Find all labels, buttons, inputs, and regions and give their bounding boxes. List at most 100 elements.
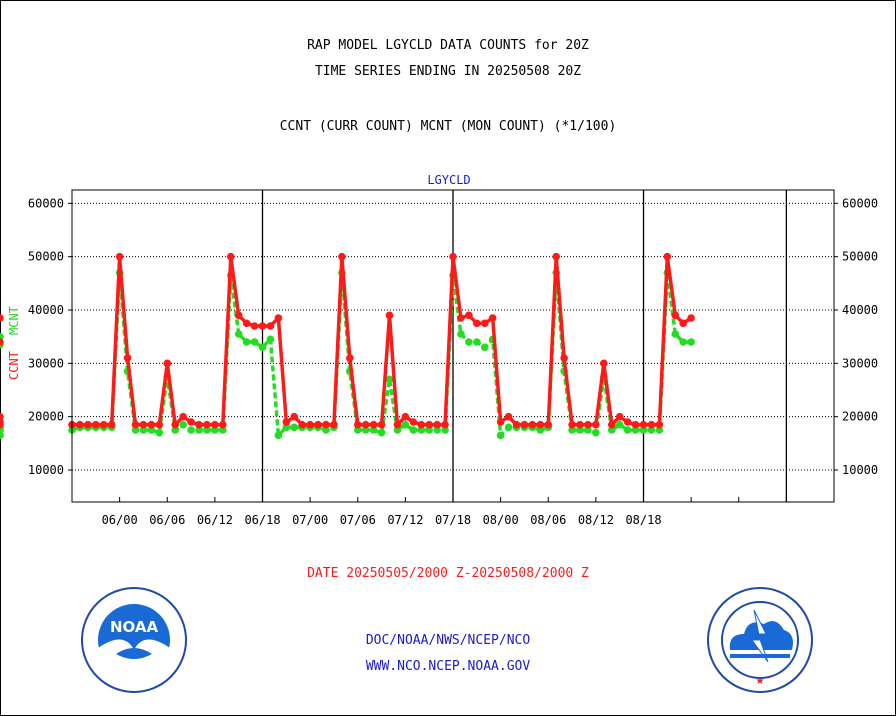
data-point-mcnt bbox=[203, 426, 211, 434]
data-point-ccnt bbox=[607, 420, 616, 429]
svg-text:★: ★ bbox=[756, 676, 765, 687]
x-tick-label: 07/12 bbox=[387, 513, 423, 527]
data-point-ccnt bbox=[139, 420, 148, 429]
data-point-ccnt bbox=[687, 314, 695, 322]
x-tick-label: 08/18 bbox=[625, 513, 661, 527]
y-tick-label-left: 40000 bbox=[28, 303, 64, 317]
data-point-ccnt bbox=[322, 420, 330, 429]
data-point-ccnt bbox=[226, 252, 235, 261]
date-range: DATE 20250505/2000 Z-20250508/2000 Z bbox=[307, 566, 589, 581]
data-point-mcnt bbox=[258, 343, 267, 352]
y-tick-label-left: 20000 bbox=[28, 410, 64, 424]
noaa-logo: NOAA bbox=[81, 587, 187, 693]
data-point-ccnt bbox=[671, 311, 680, 320]
data-point-ccnt bbox=[361, 420, 370, 429]
series-line-ccnt bbox=[72, 254, 693, 427]
data-point-ccnt bbox=[107, 420, 116, 429]
data-point-mcnt bbox=[393, 426, 402, 434]
data-point-ccnt bbox=[536, 420, 545, 429]
data-point-mcnt bbox=[457, 330, 465, 338]
noaa-logo-text: NOAA bbox=[110, 618, 159, 636]
data-point-ccnt bbox=[600, 359, 608, 368]
y-tick-label-left: 50000 bbox=[28, 250, 64, 264]
data-point-ccnt bbox=[306, 420, 314, 429]
data-point-mcnt bbox=[441, 426, 449, 434]
data-point-ccnt bbox=[282, 418, 291, 426]
data-point-ccnt bbox=[544, 420, 553, 429]
data-point-mcnt bbox=[385, 375, 394, 384]
data-point-ccnt bbox=[0, 420, 4, 429]
data-point-mcnt bbox=[473, 338, 481, 346]
data-point-ccnt bbox=[346, 354, 354, 362]
data-point-mcnt bbox=[250, 338, 259, 346]
data-point-ccnt bbox=[330, 420, 338, 429]
data-point-mcnt bbox=[155, 428, 164, 437]
data-point-ccnt bbox=[203, 420, 211, 429]
data-point-ccnt bbox=[520, 420, 529, 429]
data-point-mcnt bbox=[171, 426, 179, 434]
data-point-mcnt bbox=[219, 426, 227, 434]
y-tick-label-right: 20000 bbox=[842, 410, 878, 424]
data-point-mcnt bbox=[147, 426, 156, 434]
x-tick-label: 07/18 bbox=[435, 513, 471, 527]
data-point-mcnt bbox=[211, 426, 219, 434]
data-point-ccnt bbox=[266, 322, 275, 330]
data-point-mcnt bbox=[417, 426, 426, 434]
x-tick-label: 08/12 bbox=[578, 513, 614, 527]
series-layer bbox=[0, 252, 695, 440]
data-point-mcnt bbox=[615, 420, 624, 429]
data-point-mcnt bbox=[401, 420, 410, 429]
data-point-ccnt bbox=[179, 412, 187, 421]
data-point-mcnt bbox=[377, 428, 386, 437]
data-point-ccnt bbox=[449, 252, 457, 261]
data-point-ccnt bbox=[639, 420, 648, 429]
data-point-ccnt bbox=[592, 420, 600, 429]
data-point-ccnt bbox=[631, 420, 640, 429]
data-point-mcnt bbox=[409, 426, 418, 434]
data-point-mcnt bbox=[623, 426, 632, 434]
data-point-ccnt bbox=[552, 252, 560, 261]
y-label-mcnt: MCNT bbox=[7, 306, 21, 335]
data-point-ccnt bbox=[155, 420, 164, 429]
data-point-mcnt bbox=[496, 431, 505, 440]
data-point-ccnt bbox=[385, 311, 394, 320]
data-point-mcnt bbox=[353, 426, 362, 434]
data-point-mcnt bbox=[584, 426, 592, 434]
data-point-mcnt bbox=[242, 338, 251, 346]
data-point-mcnt bbox=[465, 338, 473, 346]
data-point-mcnt bbox=[655, 426, 664, 434]
data-point-ccnt bbox=[615, 412, 624, 421]
x-tick-label: 07/00 bbox=[292, 513, 328, 527]
y-tick-label-right: 30000 bbox=[842, 356, 878, 370]
y-tick-label-left: 30000 bbox=[28, 356, 64, 370]
data-point-ccnt bbox=[0, 314, 4, 322]
data-point-mcnt bbox=[536, 426, 545, 434]
data-point-ccnt bbox=[441, 420, 449, 429]
data-point-mcnt bbox=[131, 426, 140, 434]
title-line-1: RAP MODEL LGYCLD DATA COUNTS for 20Z bbox=[307, 38, 589, 53]
data-point-mcnt bbox=[139, 426, 148, 434]
data-point-mcnt bbox=[647, 426, 656, 434]
data-point-ccnt bbox=[465, 311, 473, 320]
grid-layer bbox=[72, 190, 834, 502]
data-point-ccnt bbox=[187, 418, 195, 426]
data-point-ccnt bbox=[290, 412, 299, 421]
data-point-ccnt bbox=[560, 354, 568, 362]
footer-doc: DOC/NOAA/NWS/NCEP/NCO bbox=[365, 633, 531, 648]
data-point-ccnt bbox=[377, 420, 386, 429]
data-point-ccnt bbox=[0, 412, 4, 421]
y-tick-label-left: 10000 bbox=[28, 463, 64, 477]
data-point-ccnt bbox=[568, 420, 576, 429]
data-point-mcnt bbox=[322, 426, 330, 434]
data-point-mcnt bbox=[282, 423, 291, 432]
x-tick-label: 08/00 bbox=[483, 513, 519, 527]
data-point-ccnt bbox=[147, 420, 156, 429]
x-tick-label: 07/06 bbox=[340, 513, 376, 527]
chart-title: LGYCLD bbox=[427, 173, 470, 187]
data-point-ccnt bbox=[473, 319, 481, 328]
data-point-mcnt bbox=[592, 428, 600, 437]
data-point-mcnt bbox=[576, 426, 584, 434]
data-point-mcnt bbox=[361, 426, 370, 434]
x-tick-label: 06/06 bbox=[149, 513, 185, 527]
data-point-ccnt bbox=[171, 420, 179, 429]
